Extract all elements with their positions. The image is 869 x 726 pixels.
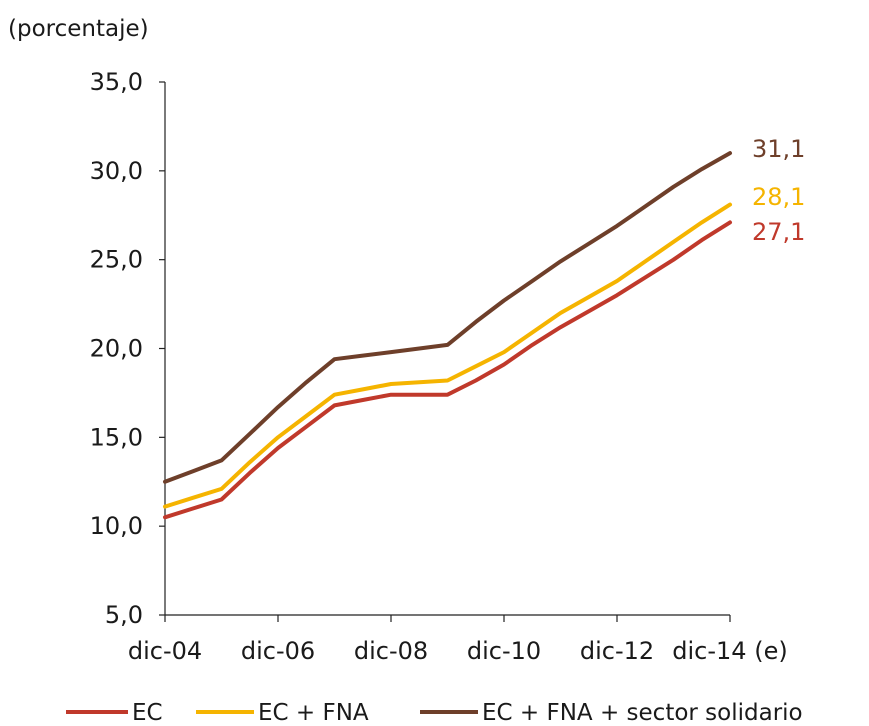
x-tick-label: dic-10	[467, 637, 541, 665]
x-axis: dic-04 dic-06 dic-08 dic-10 dic-12 dic-14 (e)	[128, 614, 788, 665]
series-lines	[163, 151, 732, 520]
y-tick-label: 20,0	[90, 335, 143, 363]
series-line	[163, 220, 732, 520]
y-axis: 5,0 10,0 15,0 20,0 25,0 30,0 35,0	[90, 68, 166, 629]
y-tick-label: 25,0	[90, 246, 143, 274]
series-line	[163, 202, 732, 509]
legend-label: EC + FNA	[258, 700, 369, 726]
y-tick-label: 15,0	[90, 423, 143, 451]
y-tick-label: 30,0	[90, 157, 143, 185]
x-tick-label: dic-14 (e)	[672, 637, 787, 665]
unit-label: (porcentaje)	[8, 16, 149, 42]
legend-label: EC + FNA + sector solidario	[482, 700, 803, 726]
series-line	[163, 151, 732, 484]
legend: EC EC + FNA EC + FNA + sector solidario	[66, 700, 803, 726]
x-tick-label: dic-06	[241, 637, 315, 665]
legend-label: EC	[132, 700, 163, 726]
x-tick-label: dic-12	[580, 637, 654, 665]
y-tick-label: 5,0	[105, 601, 143, 629]
end-value-label: 31,1	[752, 135, 805, 163]
y-tick-label: 35,0	[90, 68, 143, 96]
end-value-label: 28,1	[752, 183, 805, 211]
end-value-label: 27,1	[752, 218, 805, 246]
end-labels: 27,1 28,1 31,1	[752, 135, 805, 246]
x-tick-label: dic-08	[354, 637, 428, 665]
x-tick-label: dic-04	[128, 637, 202, 665]
y-tick-label: 10,0	[90, 512, 143, 540]
